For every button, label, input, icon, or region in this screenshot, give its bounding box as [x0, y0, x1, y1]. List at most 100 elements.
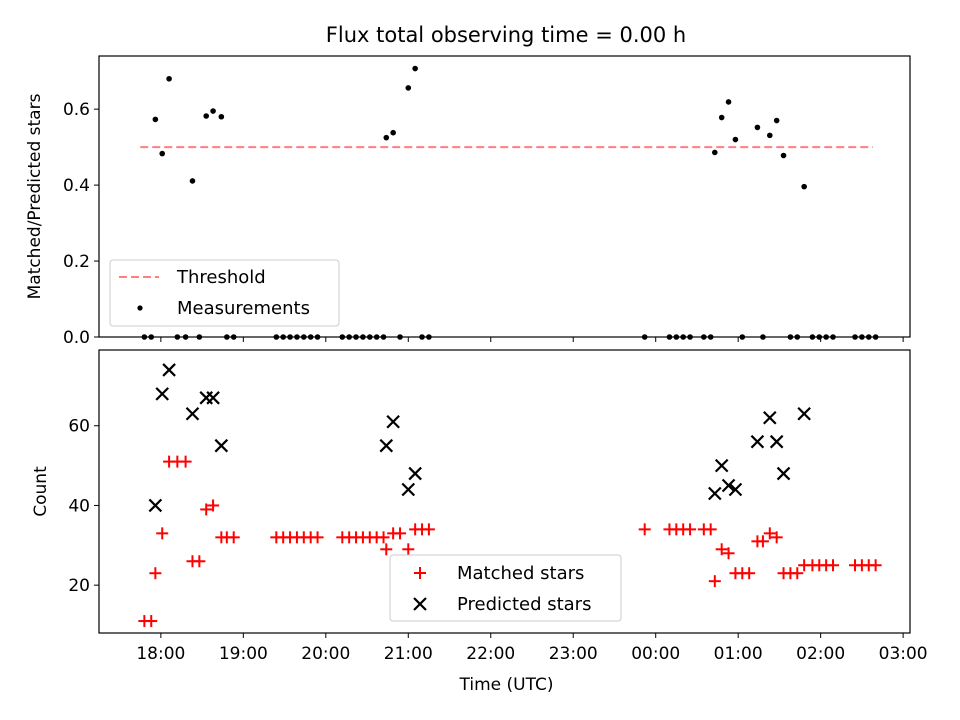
legend-matched-label: Matched stars — [457, 563, 584, 584]
measurement-point — [412, 65, 418, 72]
cross-stroke-b — [769, 434, 784, 449]
x-tick-label: 02:00 — [796, 644, 845, 664]
matched-point — [394, 527, 407, 540]
matched-point — [377, 531, 390, 544]
predicted-point — [797, 406, 811, 421]
top-x-ticks — [160, 337, 904, 342]
cross-stroke-b — [386, 414, 400, 429]
bottom-y-axis-label: Count — [31, 466, 51, 517]
predicted-point — [386, 414, 400, 429]
x-tick-label: 22:00 — [466, 644, 515, 664]
predicted-point — [185, 406, 200, 421]
matched-point — [422, 523, 435, 536]
legend-threshold-label: Threshold — [176, 267, 266, 288]
predicted-point — [148, 498, 163, 513]
legend-plus-marker — [414, 567, 426, 579]
cross-stroke-b — [148, 498, 163, 513]
bottom-panel: 20 40 60 18:00 19:00 20:00 21:00 22:00 23:00 00:… — [31, 349, 928, 695]
cross-stroke-b — [379, 438, 394, 453]
bottom-legend-box — [389, 554, 622, 622]
matched-point — [869, 559, 882, 572]
measurement-point — [712, 149, 718, 156]
x-tick-label: 19:00 — [219, 644, 268, 664]
matched-point — [200, 503, 213, 516]
matched-point — [149, 567, 162, 580]
matched-point — [763, 527, 776, 540]
x-tick-label: 01:00 — [714, 644, 763, 664]
cross-stroke-b — [797, 406, 811, 421]
x-tick-label: 20:00 — [301, 644, 350, 664]
legend-cross-marker — [413, 597, 427, 611]
y-tick-label: 40 — [68, 496, 90, 516]
measurement-point — [732, 136, 739, 143]
matched-point — [380, 543, 393, 556]
predicted-point — [379, 438, 394, 453]
y-tick-label: 60 — [68, 417, 90, 437]
matched-point — [756, 535, 769, 548]
matched-point — [743, 567, 756, 580]
bottom-legend: Matched stars Predicted stars — [389, 554, 622, 622]
matched-point — [193, 555, 206, 568]
bottom-axes-frame — [98, 349, 911, 634]
predicted-point — [162, 363, 176, 377]
matched-point — [311, 531, 324, 544]
top-y-axis: 0.0 0.2 0.4 0.6 — [63, 100, 99, 348]
measurement-point — [718, 114, 725, 121]
measurement-point — [390, 129, 396, 136]
cross-stroke-b — [401, 482, 416, 497]
top-legend-box — [109, 259, 340, 327]
matched-point — [207, 499, 220, 512]
predicted-point — [714, 458, 729, 473]
predicted-point — [750, 434, 765, 449]
matched-point — [684, 523, 697, 536]
figure-title: Flux total observing time = 0.00 h — [326, 23, 686, 47]
measurement-point — [801, 183, 807, 190]
x-tick-label: 00:00 — [631, 644, 680, 664]
matched-point — [715, 543, 728, 556]
y-tick-label: 0.0 — [63, 328, 90, 348]
matched-point — [156, 527, 169, 540]
measurement-point — [383, 134, 390, 141]
cross-stroke-b — [750, 434, 765, 449]
matched-point — [791, 567, 804, 580]
cross-stroke-b — [162, 363, 176, 377]
predicted-point — [721, 478, 736, 493]
bottom-x-axis-label: Time (UTC) — [459, 675, 554, 695]
top-panel: 0.0 0.2 0.4 0.6 Matched/Predicted stars Thr… — [25, 55, 911, 348]
x-tick-label: 23:00 — [549, 644, 598, 664]
cross-stroke-b — [721, 478, 736, 493]
measurement-point — [766, 132, 773, 139]
cross-stroke-b — [155, 387, 170, 401]
bottom-y-axis: 20 40 60 — [68, 417, 99, 596]
cross-stroke-b — [413, 597, 427, 611]
y-tick-label: 0.6 — [63, 100, 90, 120]
measurement-point — [189, 178, 196, 184]
measurement-point — [159, 150, 166, 157]
y-tick-label: 0.2 — [63, 252, 90, 272]
matched-point — [704, 523, 717, 536]
measurement-point — [166, 75, 172, 82]
cross-stroke-b — [408, 466, 422, 481]
matched-point — [145, 615, 158, 628]
measurement-point — [725, 99, 732, 105]
measurement-point — [754, 124, 761, 131]
matched-point — [708, 575, 721, 588]
predicted-point — [763, 410, 777, 425]
bottom-x-axis: 18:00 19:00 20:00 21:00 22:00 23:00 00:00 01:00… — [136, 633, 928, 664]
y-tick-label: 20 — [68, 576, 90, 596]
legend-measurements-swatch — [137, 305, 143, 311]
bottom-data-points — [138, 363, 882, 628]
x-tick-label: 18:00 — [136, 644, 185, 664]
y-tick-label: 0.4 — [63, 176, 90, 196]
matched-point — [770, 531, 783, 544]
cross-stroke-b — [728, 482, 743, 497]
cross-stroke-b — [708, 486, 722, 501]
cross-stroke-b — [214, 438, 229, 453]
predicted-point — [728, 482, 743, 497]
predicted-point — [769, 434, 784, 449]
top-axes-frame — [98, 55, 911, 338]
legend-predicted-label: Predicted stars — [457, 594, 591, 615]
legend-predicted-swatch — [413, 597, 427, 611]
measurement-point — [203, 113, 210, 119]
